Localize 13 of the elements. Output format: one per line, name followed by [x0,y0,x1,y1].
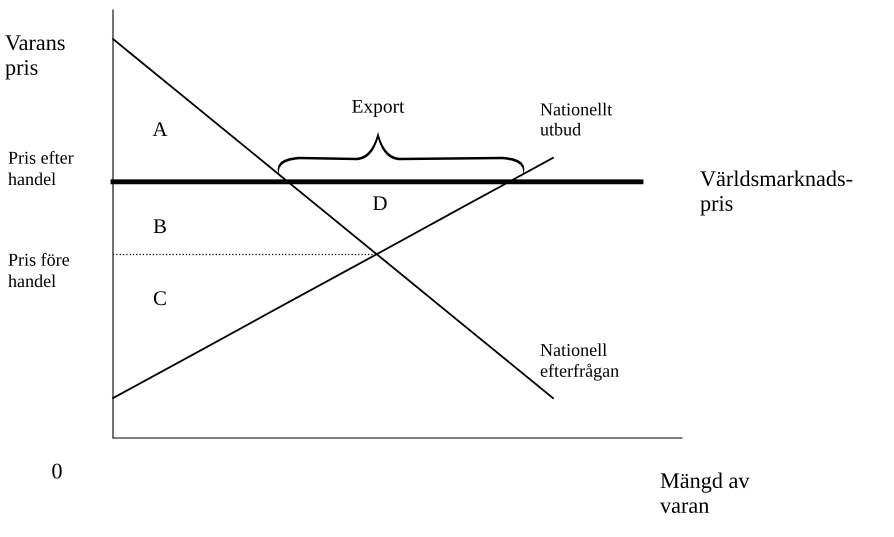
annotation: D [373,196,387,210]
series-label: Nationell efterfrågan [540,343,619,381]
x-axis-title: Mängd av varan [660,472,750,513]
annotation: Export [352,100,404,117]
text: Pris efter handel [8,150,74,186]
series-label: Nationellt utbud [540,102,612,136]
annotation: A [152,122,168,136]
annotation: C [154,291,166,306]
y-axis-title: Varans pris [5,35,65,80]
annotation: B [154,219,166,234]
text: Världsmarknads- pris [700,170,852,216]
text: 0 [52,464,62,479]
text: Pris före handel [8,252,70,288]
